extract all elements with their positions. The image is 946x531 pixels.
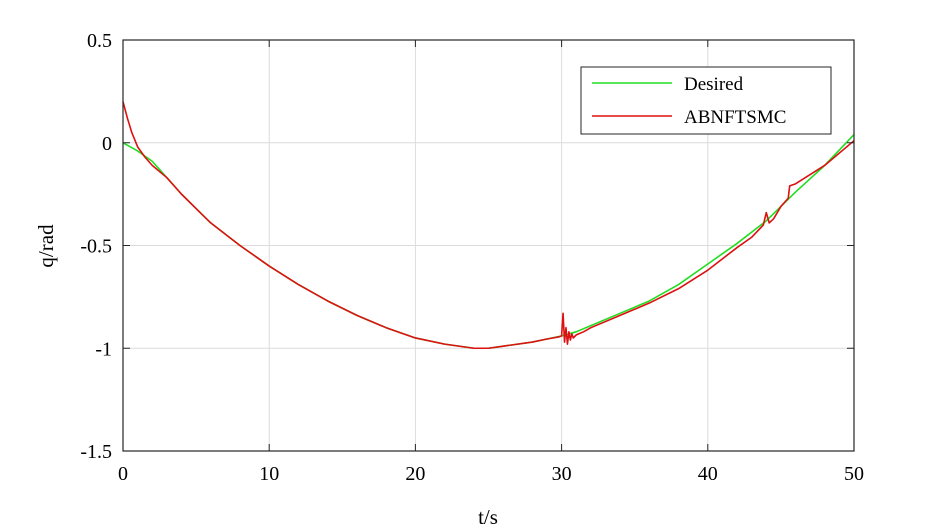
legend: Desired ABNFTSMC: [580, 66, 832, 135]
x-tick-label: 10: [259, 463, 279, 485]
y-tick-labels: -1.5 -1 -0.5 0 0.5: [80, 30, 112, 463]
series-line-abnftsmc: [122, 101, 855, 350]
y-tick-label: -1: [95, 338, 112, 360]
legend-label-abnftsmc: ABNFTSMC: [684, 107, 786, 128]
x-axis-label: t/s: [478, 505, 498, 529]
legend-box: [580, 66, 832, 135]
y-tick-label: 0: [102, 133, 112, 155]
x-tick-label: 40: [698, 463, 718, 485]
series-layer: [122, 101, 855, 350]
y-axis-label: q/rad: [34, 224, 58, 268]
tick-marks: [122, 39, 855, 452]
x-tick-labels: 0 10 20 30 40 50: [118, 463, 864, 485]
x-tick-label: 50: [844, 463, 864, 485]
legend-label-desired: Desired: [684, 74, 744, 95]
x-tick-label: 30: [552, 463, 572, 485]
y-tick-label: 0.5: [87, 30, 112, 52]
x-tick-label: 0: [118, 463, 128, 485]
x-tick-label: 20: [405, 463, 425, 485]
y-tick-label: -1.5: [80, 441, 112, 463]
y-tick-label: -0.5: [80, 236, 112, 258]
